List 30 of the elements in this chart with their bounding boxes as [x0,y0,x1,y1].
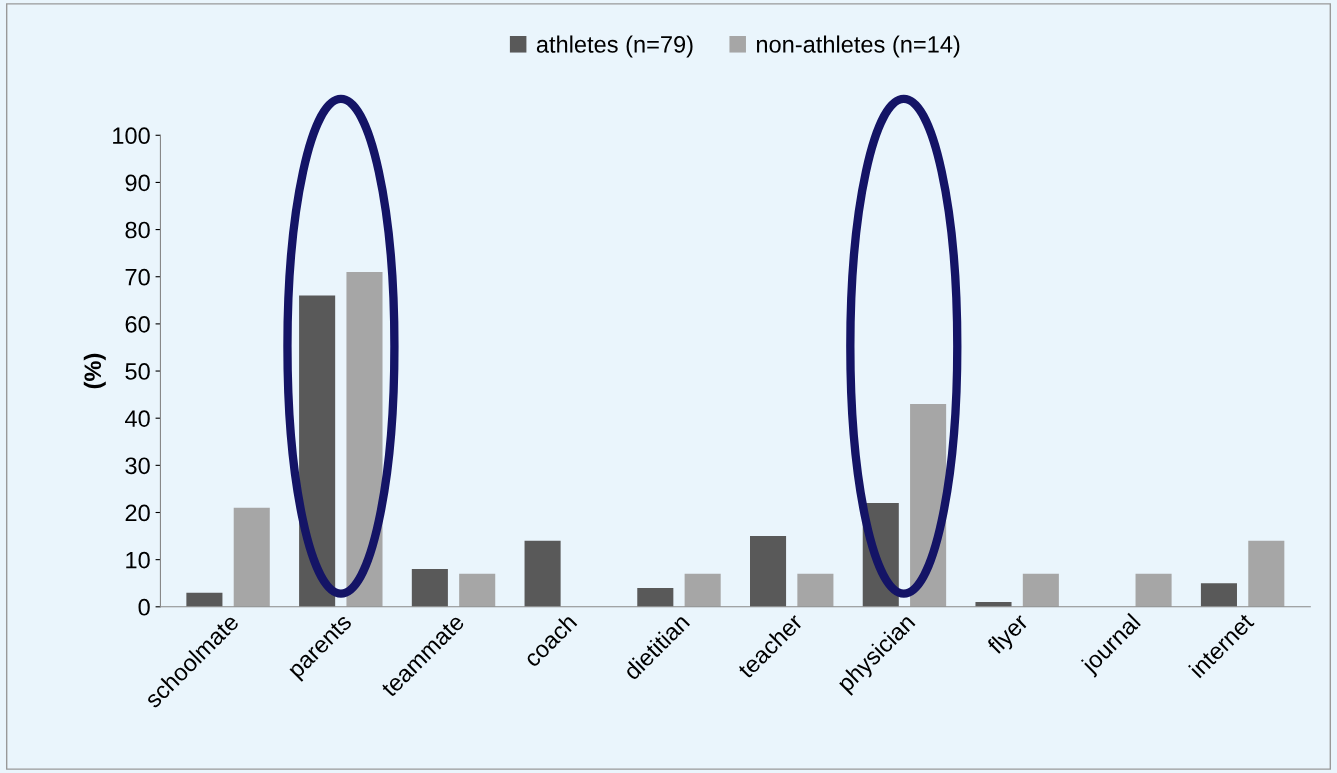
y-tick-label: 90 [125,174,150,192]
y-tick-label: 80 [125,221,150,239]
bar [524,540,561,607]
y-tick-label: 100 [113,127,150,145]
y-axis-title: (%) [83,353,106,389]
bar [233,507,270,607]
legend-label: athletes (n=79) [536,35,693,58]
y-tick-label: 0 [138,598,150,616]
legend-label: non-athletes (n=14) [756,35,960,58]
bar [637,587,674,607]
bar [411,569,448,607]
y-tick-label: 20 [125,504,150,522]
y-tick-label: 30 [125,457,150,475]
y-tick-label: 40 [125,410,150,427]
y-tick-label: 70 [125,268,150,286]
bar [750,536,787,607]
bar [346,272,383,607]
bar [1200,583,1237,607]
bar [797,573,834,607]
x-tick-label: flyer [985,611,1033,659]
bar [459,573,496,607]
y-tick-label: 10 [126,551,150,569]
y-tick-label: 50 [125,363,150,380]
bar [1135,573,1172,607]
bar [299,295,336,607]
bar [1248,540,1285,607]
bar [1022,573,1059,607]
bar [684,573,721,607]
y-tick-label: 60 [125,315,150,333]
bar [186,592,223,607]
